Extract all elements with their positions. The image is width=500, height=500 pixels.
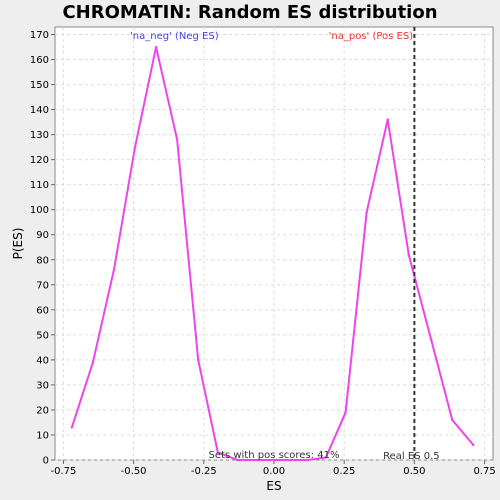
data-point [91,361,95,364]
y-tick-label: 150 [30,80,49,91]
data-point [216,451,220,454]
data-point [175,138,179,141]
data-point [365,211,368,214]
data-point [386,118,389,121]
y-tick-label: 140 [30,105,49,116]
data-point [472,443,475,447]
x-tick-label: 0.25 [333,466,355,477]
real-es-label: Real ES 0.5 [383,451,439,462]
pos-scores-label: Sets with pos scores: 41% [209,450,340,461]
data-point [133,145,137,149]
x-tick-label: -0.50 [121,466,147,477]
y-tick-label: 70 [36,280,49,291]
data-point [289,458,293,462]
y-axis: 0 10 20 30 40 50 60 70 80 90 100 110 120 130 140 150 160… [30,30,55,467]
x-axis: -0.75 -0.50 -0.25 0.00 0.25 0.50 0.75 [50,460,496,477]
x-axis-label: ES [266,479,281,493]
y-tick-label: 0 [43,456,49,467]
y-tick-label: 100 [30,205,49,216]
data-point [272,458,276,462]
chart-title: CHROMATIN: Random ES distribution [62,2,437,23]
data-point [154,45,158,49]
y-tick-label: 40 [36,355,49,366]
data-point [306,458,309,462]
y-axis-label: P(ES) [11,228,25,260]
data-point [255,458,259,462]
y-tick-label: 50 [36,330,49,341]
y-tick-label: 160 [30,55,49,66]
y-tick-label: 120 [30,155,49,166]
data-point [344,411,347,414]
x-tick-label: -0.25 [191,466,217,477]
data-point [407,253,410,256]
data-point [451,418,454,422]
es-distribution-points [70,45,475,462]
data-point [236,458,239,462]
x-tick-label: 0.00 [263,466,285,477]
data-point [196,358,200,362]
y-tick-label: 20 [36,405,49,416]
y-tick-label: 80 [36,255,49,266]
data-point [112,268,116,271]
y-tick-label: 110 [30,180,49,191]
y-tick-label: 60 [36,305,49,316]
y-tick-label: 90 [36,230,49,241]
x-tick-label: 0.75 [473,466,495,477]
y-tick-label: 130 [30,130,49,141]
neg-es-label: 'na_neg' (Neg ES) [130,31,219,42]
data-point [70,426,74,429]
y-tick-label: 170 [30,30,49,41]
y-tick-label: 10 [36,430,49,441]
x-tick-label: 0.50 [403,466,425,477]
pos-es-label: 'na_pos' (Pos ES) [329,31,414,42]
data-point [430,338,433,342]
data-point [324,456,328,459]
x-tick-label: -0.75 [50,466,76,477]
y-tick-label: 30 [36,380,49,391]
